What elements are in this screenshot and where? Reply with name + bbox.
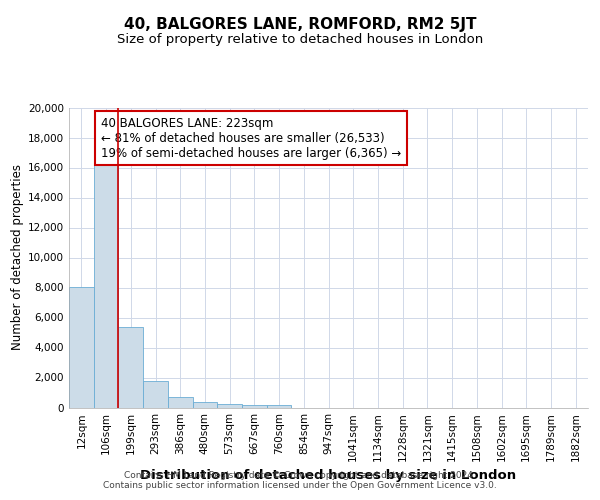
Text: Size of property relative to detached houses in London: Size of property relative to detached ho… <box>117 32 483 46</box>
Text: 40 BALGORES LANE: 223sqm
← 81% of detached houses are smaller (26,533)
19% of se: 40 BALGORES LANE: 223sqm ← 81% of detach… <box>101 116 401 160</box>
Bar <box>193 402 217 407</box>
Y-axis label: Number of detached properties: Number of detached properties <box>11 164 24 350</box>
Bar <box>69 287 94 408</box>
Bar <box>143 381 168 407</box>
Bar <box>217 404 242 407</box>
Text: Contains HM Land Registry data © Crown copyright and database right 2024.: Contains HM Land Registry data © Crown c… <box>124 472 476 480</box>
Text: 40, BALGORES LANE, ROMFORD, RM2 5JT: 40, BALGORES LANE, ROMFORD, RM2 5JT <box>124 16 476 32</box>
Text: Contains public sector information licensed under the Open Government Licence v3: Contains public sector information licen… <box>103 482 497 490</box>
Bar <box>242 404 267 407</box>
Bar <box>118 327 143 407</box>
X-axis label: Distribution of detached houses by size in London: Distribution of detached houses by size … <box>140 470 517 482</box>
Bar <box>267 406 292 407</box>
Bar <box>94 158 118 408</box>
Bar <box>168 397 193 407</box>
